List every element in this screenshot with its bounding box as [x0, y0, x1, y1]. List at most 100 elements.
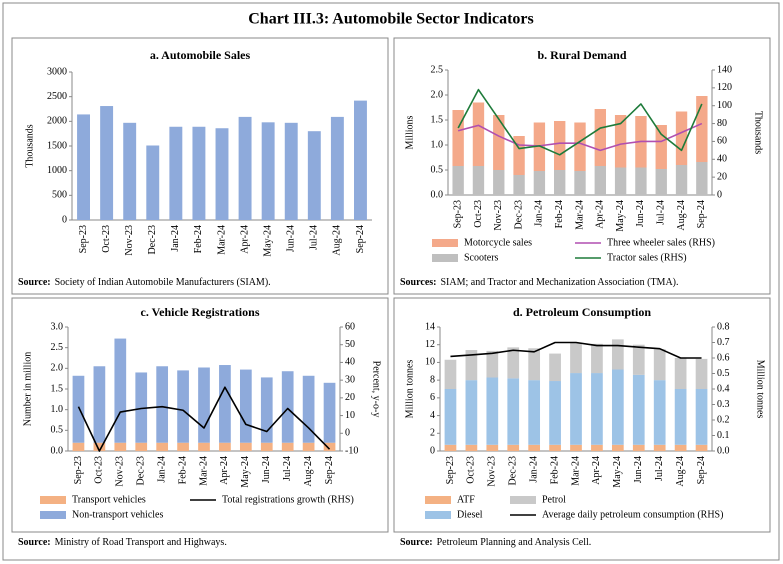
- y2-tick-label: 0: [345, 428, 350, 439]
- bar: [192, 126, 206, 220]
- line: [457, 88, 703, 156]
- bar: [695, 389, 708, 445]
- y2-tick-label: 0.1: [717, 430, 730, 441]
- y2-axis-label: Thousands: [753, 111, 764, 154]
- chart-title: b. Rural Demand: [537, 48, 626, 62]
- bar: [674, 389, 687, 445]
- x-tick-label: Dec-23: [136, 456, 147, 485]
- y2-tick-label: 0.7: [717, 337, 730, 348]
- bar: [156, 366, 169, 443]
- source: Source: Petroleum Planning and Analysis C…: [400, 537, 591, 548]
- legend-swatch: [432, 254, 458, 262]
- bar: [444, 444, 457, 451]
- bar: [465, 380, 478, 445]
- bar: [323, 382, 336, 443]
- bar: [574, 171, 586, 195]
- bar: [674, 358, 687, 389]
- x-tick-label: Feb-24: [549, 456, 560, 484]
- y-axis-label: Thousands: [24, 124, 35, 167]
- y-tick-label: 2.0: [431, 89, 444, 100]
- bar: [444, 359, 457, 389]
- y-tick-label: 2500: [47, 91, 67, 102]
- legend-label: Three wheeler sales (RHS): [607, 237, 715, 248]
- bar: [507, 347, 520, 379]
- bar: [452, 110, 464, 166]
- bar: [465, 444, 478, 451]
- bar: [239, 369, 252, 443]
- legend-label: Diesel: [457, 509, 483, 520]
- y2-tick-label: 120: [717, 82, 732, 93]
- y-tick-label: 0.0: [51, 445, 64, 456]
- bar: [591, 373, 603, 445]
- y2-tick-label: 50: [345, 339, 355, 350]
- y-tick-label: 2000: [47, 116, 67, 127]
- chart-title: c. Vehicle Registrations: [141, 305, 260, 319]
- y-axis-label: Million tonnes: [404, 360, 415, 419]
- legend-label: Petrol: [542, 494, 566, 505]
- bar: [238, 116, 252, 220]
- x-tick-label: May-24: [240, 456, 251, 488]
- x-tick-label: Sep-23: [78, 225, 89, 253]
- x-tick-label: Jul-24: [656, 200, 667, 225]
- y2-tick-label: 60: [345, 321, 355, 332]
- source-label: Source:: [18, 537, 51, 548]
- bar: [635, 167, 647, 195]
- legend-swatch: [510, 496, 536, 504]
- bar: [146, 145, 160, 220]
- x-tick-label: Jun-24: [286, 225, 297, 252]
- x-tick-label: Apr-24: [595, 200, 606, 229]
- bar: [198, 442, 210, 451]
- chart-title: d. Petroleum Consumption: [513, 305, 651, 319]
- figure-title: Chart III.3: Automobile Sector Indicator…: [248, 11, 533, 28]
- y-tick-label: 1000: [47, 165, 67, 176]
- y-tick-label: 1.5: [431, 114, 444, 125]
- x-tick-label: Sep-23: [73, 456, 84, 484]
- legend-swatch: [40, 511, 66, 519]
- bar: [493, 170, 505, 195]
- bar: [219, 365, 231, 443]
- bar: [653, 380, 666, 445]
- bar: [611, 339, 624, 370]
- y-axis-label: Number in million: [22, 352, 33, 426]
- y2-tick-label: -10: [345, 445, 358, 456]
- source-label: Source:: [18, 277, 51, 288]
- x-tick-label: Apr-24: [239, 225, 250, 254]
- y-axis-label: Millions: [404, 115, 415, 149]
- bar: [177, 370, 189, 443]
- x-tick-label: May-24: [612, 456, 623, 488]
- x-tick-label: Aug-24: [675, 456, 686, 487]
- y2-tick-label: 100: [717, 100, 732, 111]
- x-tick-label: Dec-23: [508, 456, 519, 485]
- source: Sources: SIAM; and Tractor and Mechanizat…: [400, 277, 679, 288]
- line: [457, 122, 703, 152]
- bar: [528, 444, 541, 451]
- bar: [486, 350, 499, 378]
- x-tick-label: Dec-23: [513, 200, 524, 229]
- bar: [632, 344, 645, 375]
- source-label: Sources:: [400, 277, 436, 288]
- y2-tick-label: 0: [717, 189, 722, 200]
- bar: [215, 128, 229, 220]
- y2-tick-label: 60: [717, 136, 727, 147]
- source-text: Ministry of Road Transport and Highways.: [55, 537, 227, 548]
- bar: [549, 381, 561, 445]
- x-tick-label: Jun-24: [261, 456, 272, 483]
- y2-tick-label: 140: [717, 64, 732, 75]
- source-label: Source:: [400, 537, 433, 548]
- bar: [614, 167, 627, 195]
- bar: [260, 442, 273, 451]
- y-tick-label: 0: [62, 214, 67, 225]
- legend-label: ATF: [457, 494, 475, 505]
- bar: [513, 136, 525, 175]
- legend-label: Total registrations growth (RHS): [222, 494, 354, 505]
- x-tick-label: Oct-23: [101, 225, 112, 253]
- line: [450, 341, 702, 359]
- x-tick-label: Sep-23: [445, 456, 456, 484]
- panel-border: [11, 37, 389, 295]
- x-tick-label: Sep-24: [696, 200, 707, 228]
- legend-label: Transport vehicles: [72, 494, 146, 505]
- bar: [675, 111, 688, 165]
- bar: [302, 375, 315, 443]
- y2-tick-label: 0.6: [717, 352, 730, 363]
